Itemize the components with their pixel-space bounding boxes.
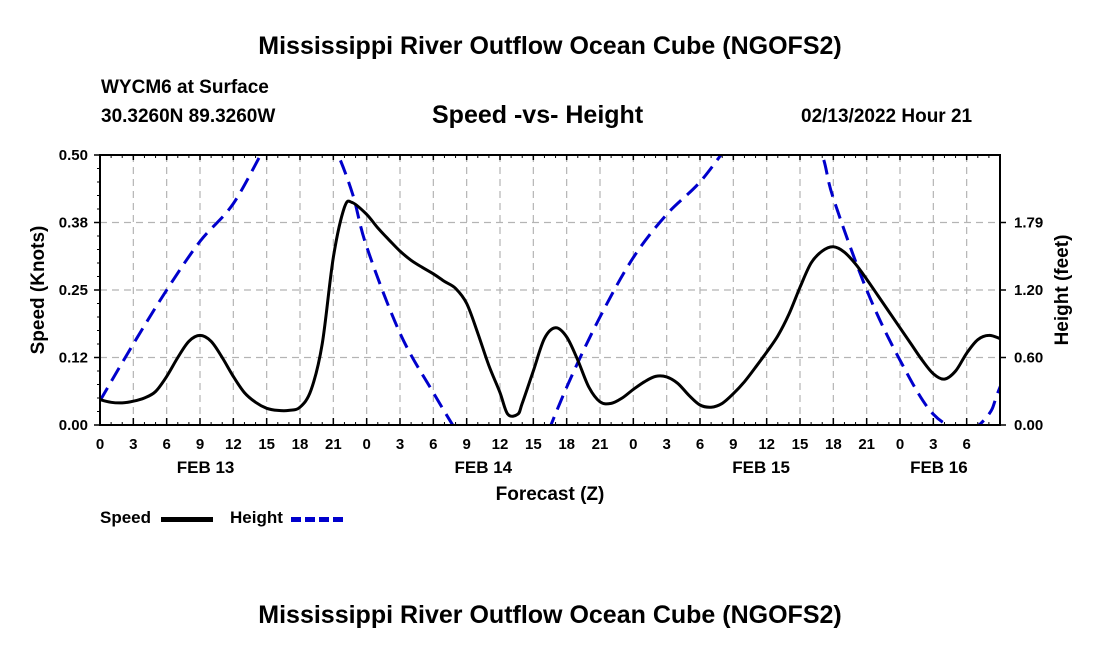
x-day-label: FEB 13 [177, 458, 235, 477]
y2-axis-title: Height (feet) [1052, 235, 1073, 346]
x-tick-label: 3 [129, 436, 137, 453]
x-day-label: FEB 15 [732, 458, 790, 477]
x-tick-label: 18 [558, 436, 575, 453]
x-tick-label: 9 [196, 436, 204, 453]
legend-height-label: Height [230, 508, 283, 527]
x-tick-label: 0 [896, 436, 904, 453]
y2-tick-label: 0.60 [1014, 350, 1043, 367]
y-tick-label: 0.50 [59, 147, 88, 164]
y-tick-label: 0.12 [59, 350, 88, 367]
legend-height-swatch [291, 517, 343, 522]
datetime-label: 02/13/2022 Hour 21 [801, 106, 973, 127]
chart-title: Speed -vs- Height [432, 101, 644, 129]
x-tick-label: 6 [962, 436, 970, 453]
x-tick-label: 9 [462, 436, 470, 453]
x-tick-label: 15 [792, 436, 809, 453]
page-title: Mississippi River Outflow Ocean Cube (NG… [258, 32, 842, 60]
station-label: WYCM6 at Surface [101, 77, 269, 98]
coords-label: 30.3260N 89.3260W [101, 106, 276, 127]
speed-height-chart: 0 3 6 9 12 15 18 21 0 3 6 9 12 15 18 21 0 3 6 9 12 15 18 21 0 3 6F… [28, 147, 1073, 505]
x-day-label: FEB 14 [455, 458, 513, 477]
legend-speed-label: Speed [100, 508, 152, 527]
x-tick-label: 6 [162, 436, 170, 453]
x-tick-label: 6 [429, 436, 437, 453]
x-tick-label: 6 [696, 436, 704, 453]
y2-tick-label: 1.79 [1014, 215, 1043, 232]
x-tick-label: 9 [729, 436, 737, 453]
x-tick-label: 21 [325, 436, 342, 453]
x-tick-label: 0 [96, 436, 104, 453]
x-tick-label: 18 [292, 436, 309, 453]
x-tick-label: 15 [525, 436, 542, 453]
grid-lines [100, 155, 1000, 425]
x-tick-label: 12 [492, 436, 509, 453]
x-tick-label: 12 [758, 436, 775, 453]
x-tick-label: 0 [362, 436, 370, 453]
y-tick-label: 0.38 [59, 215, 88, 232]
y2-tick-label: 0.00 [1014, 417, 1043, 434]
x-tick-label: 21 [858, 436, 875, 453]
y-axis-title: Speed (Knots) [28, 226, 49, 355]
y-tick-label: 0.25 [59, 282, 88, 299]
y2-tick-label: 1.20 [1014, 282, 1043, 299]
x-tick-label: 0 [629, 436, 637, 453]
legend-speed-swatch [161, 517, 213, 522]
x-tick-label: 12 [225, 436, 242, 453]
x-tick-label: 3 [662, 436, 670, 453]
y-tick-label: 0.00 [59, 417, 88, 434]
speed-series-line [100, 199, 1000, 418]
x-tick-label: 18 [825, 436, 842, 453]
x-tick-label: 21 [592, 436, 609, 453]
x-tick-label: 15 [258, 436, 275, 453]
footer-title: Mississippi River Outflow Ocean Cube (NG… [258, 601, 842, 629]
x-axis-title: Forecast (Z) [496, 484, 605, 505]
x-day-label: FEB 16 [910, 458, 968, 477]
x-tick-label: 3 [396, 436, 404, 453]
x-tick-label: 3 [929, 436, 937, 453]
height-series-line [100, 155, 1000, 425]
